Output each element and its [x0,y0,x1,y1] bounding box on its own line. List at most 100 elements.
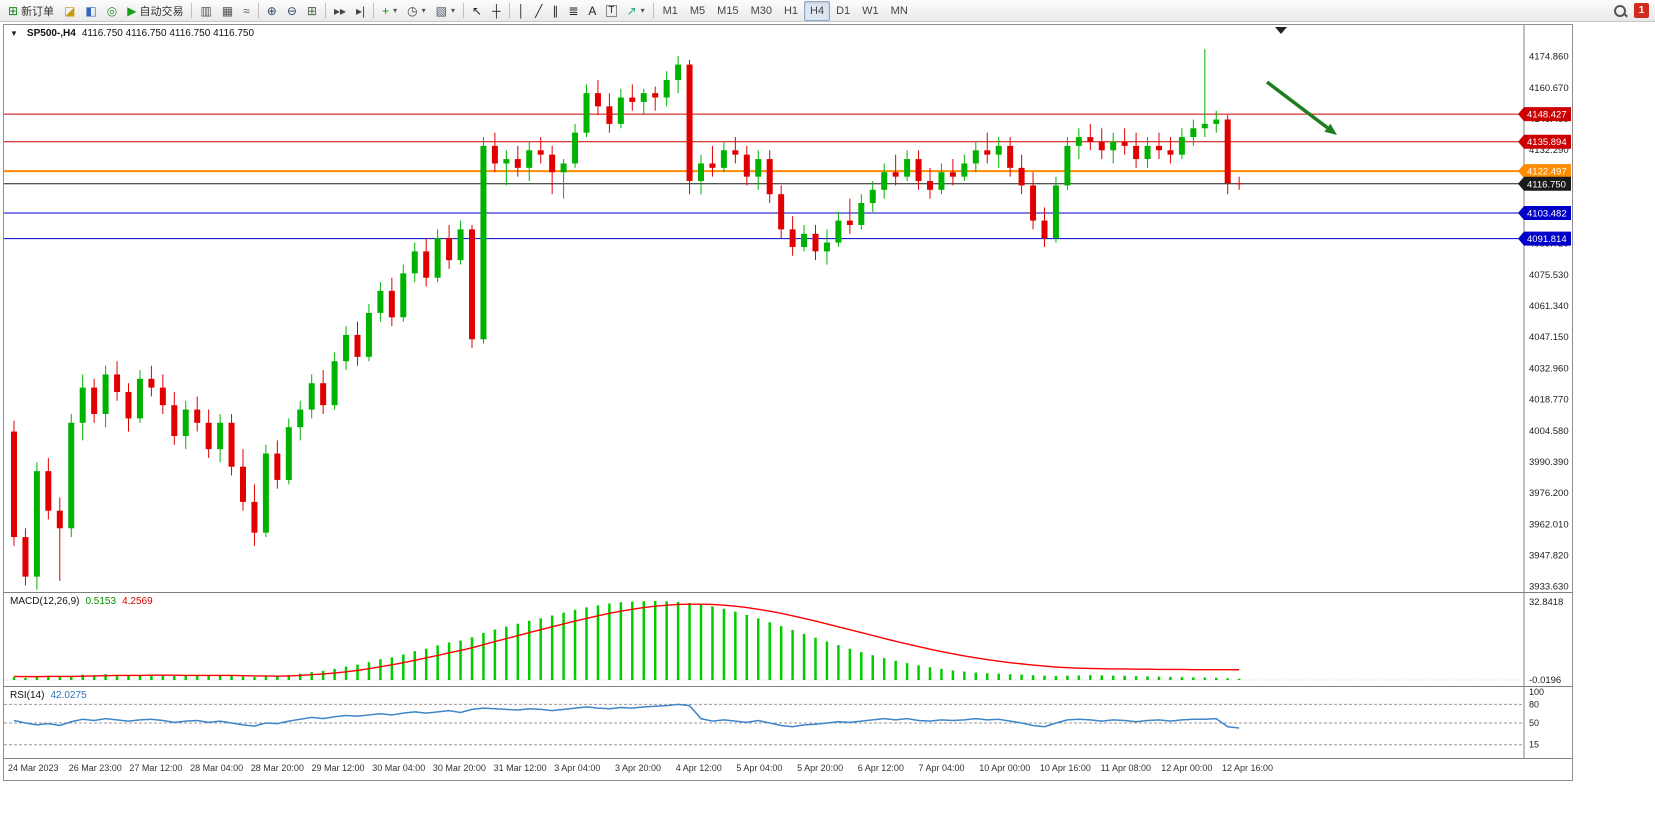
timeframe-mn-button[interactable]: MN [890,4,908,17]
cursor-button[interactable]: ↖ [467,1,487,21]
candle-body [823,242,830,252]
equidistant-channel-button[interactable]: ∥ [547,1,563,21]
candlestick-icon: ▦ [221,3,234,18]
candle-body [22,537,29,577]
price-chart-canvas[interactable]: 4174.8604160.6704146.4804132.2904118.100… [4,25,1572,592]
timeframe-w1-button[interactable]: W1 [862,4,879,17]
candle-body [1098,141,1105,151]
candle-body [228,422,235,467]
new-order-button[interactable]: ⊞ 新订单 [3,1,59,21]
autotrading-button[interactable]: ▶ 自动交易 [122,1,188,21]
candle-body [629,97,636,102]
candle-body [835,220,842,243]
time-axis-label: 29 Mar 12:00 [311,763,365,773]
timeframe-h1-button[interactable]: H1 [783,4,799,17]
candle-body [549,154,556,173]
candle-body [411,251,418,274]
rsi-value: 42.0275 [50,690,87,701]
chart-shift-button[interactable]: ▸| [351,1,370,21]
time-axis-label: 10 Apr 16:00 [1039,763,1091,773]
macd-canvas[interactable]: 32.8418 -0.0196 [4,593,1572,686]
candle-body [927,181,933,190]
notification-badge[interactable]: 1 [1634,3,1649,18]
dropdown-caret-icon: ▾ [451,6,456,15]
profiles-button[interactable]: ◪ [59,1,80,21]
candle-body [892,172,899,177]
price-badge: 4103.482 [1518,205,1571,220]
crosshair-button[interactable]: ┼ [487,1,506,21]
candle-body [675,64,682,80]
indicators-icon: + [382,3,390,18]
rsi-name: RSI(14) [10,690,45,701]
candle-body [423,251,430,278]
candle-body [491,145,498,164]
candle-body [1007,145,1014,168]
zoom-out-button[interactable]: ⊖ [282,1,302,21]
price-badge: 4135.894 [1518,134,1571,149]
candle-body [915,159,922,182]
candle-body [45,471,52,511]
macd-signal-value: 4.2569 [122,596,153,607]
price-tick-label: 3976.200 [1529,488,1569,499]
timeframe-m15-button[interactable]: M15 [717,4,739,17]
svg-text:4148.427: 4148.427 [1527,110,1567,121]
text-button[interactable]: A [583,1,601,21]
auto-scroll-icon: ▸▸ [333,3,346,18]
candle-body [1167,150,1174,155]
candle-body [1133,145,1140,160]
bar-chart-button[interactable]: ▥ [195,1,216,21]
trendline-button[interactable]: ╱ [530,1,547,21]
zoom-out-icon: ⊖ [286,3,297,18]
trendline-icon: ╱ [535,3,543,18]
rsi-canvas[interactable]: 100 80 50 15 [4,687,1572,758]
vertical-line-button[interactable]: │ [513,1,531,21]
toolbar-separator [508,3,510,18]
line-chart-icon: ≈ [243,3,250,18]
timeframe-m1-button[interactable]: M1 [662,4,678,17]
time-axis-label: 12 Apr 16:00 [1222,763,1274,773]
candle-body [365,312,372,357]
timeframe-d1-button[interactable]: D1 [836,4,851,17]
main-toolbar: ⊞ 新订单 ◪ ◧ ◎ ▶ 自动交易 ▥ ▦ ≈ ⊕ ⊖ ⊞ ▸▸ ▸| + ▾ ◷ ▾ ▧ ▾ ↖ ┼ │ ╱ ∥ ≣ A T ↗ ▾ M1… [0,0,1655,22]
terminal-icon: ◧ [85,3,97,18]
candle-body [285,427,292,480]
arrows-button[interactable]: ↗ ▾ [622,1,650,21]
chart-shift-icon: ▸| [355,3,366,18]
zoom-in-button[interactable]: ⊕ [262,1,282,21]
candle-body [102,374,109,414]
terminal-button[interactable]: ◧ [80,1,101,21]
candle-body [446,238,453,261]
tile-windows-button[interactable]: ⊞ [302,1,322,21]
text-label-button[interactable]: T [601,1,621,21]
candle-body [400,273,407,318]
time-axis-label: 3 Apr 04:00 [554,763,601,773]
rsi-line [13,703,1240,729]
candle-body [755,159,762,177]
chart-shift-marker[interactable] [1275,27,1287,34]
timeframe-m5-button[interactable]: M5 [689,4,706,17]
rsi-axis-label: 80 [1529,699,1539,709]
candle-body [1213,119,1220,124]
trend-arrow-annotation[interactable] [1265,80,1337,135]
collapse-caret-icon[interactable]: ▼ [10,29,18,38]
macd-label: MACD(12,26,9) 0.5153 4.2569 [10,596,153,607]
candlestick-button[interactable]: ▦ [217,1,238,21]
periods-button[interactable]: ◷ ▾ [402,1,431,21]
candle-body [1190,128,1197,138]
fibonacci-icon: ≣ [568,3,579,18]
rsi-label: RSI(14) 42.0275 [10,690,87,701]
fibonacci-button[interactable]: ≣ [563,1,583,21]
time-axis[interactable]: 24 Mar 2023 26 Mar 23:00 27 Mar 12:00 28 Ma… [4,758,1572,780]
strategy-tester-button[interactable]: ◎ [102,1,122,21]
indicators-button[interactable]: + ▾ [377,1,402,21]
auto-scroll-button[interactable]: ▸▸ [329,1,351,21]
price-tick-label: 4018.770 [1529,395,1569,406]
search-icon[interactable] [1614,4,1626,17]
candle-body [1087,137,1094,142]
line-chart-button[interactable]: ≈ [238,1,255,21]
candle-body [869,189,876,204]
timeframe-h4-button[interactable]: H4 [804,0,831,21]
templates-button[interactable]: ▧ ▾ [431,1,460,21]
candle-body [262,453,269,533]
timeframe-m30-button[interactable]: M30 [750,4,772,17]
